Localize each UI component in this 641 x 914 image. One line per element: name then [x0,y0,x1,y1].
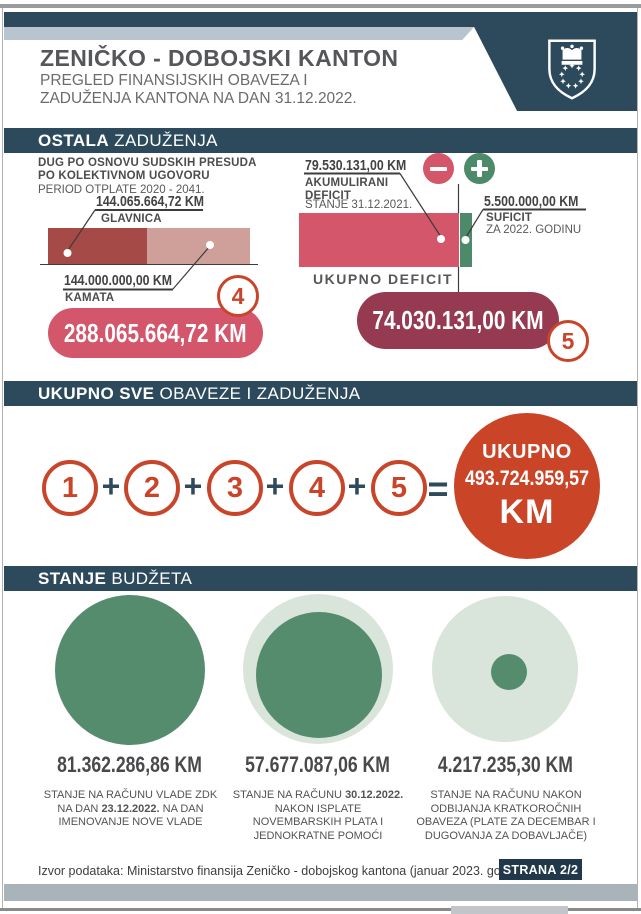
glavnica-bar-segment [48,228,147,264]
grand-total-value: 493.724.959,57 [464,466,590,490]
budget-desc-1: STANJE NA RAČUNU VLADE ZDK NA DAN 23.12.… [43,789,218,828]
deficit-bar-segment [299,213,459,267]
page-subtitle-line1: PREGLED FINANSIJSKIH OBAVEZA I [40,72,308,89]
page-title: ZENIČKO - DOBOJSKI KANTON [40,45,399,71]
header-accent-strip [4,27,474,40]
budget-desc-3: STANJE NA RAČUNU NAKON ODBIJANJA KRATKOR… [416,789,596,842]
section-band-ukupno-sve: UKUPNO SVE OBAVEZE I ZADUŽENJA [4,381,637,406]
bottom-scroll-stub [451,906,568,914]
deficit-total-pill: 74.030.131,00 KM [357,292,559,349]
court-debt-total-pill: 288.065.664,72 KM [48,308,263,358]
page-number-badge: STRANA 2/2 [499,859,582,880]
akumulirani-label-line2: DEFICIT [305,190,352,202]
budget-circle-full [55,595,205,745]
plus-operator: + [101,468,121,504]
plus-icon [464,153,495,184]
ukupno-deficit-label: UKUPNO DEFICIT [313,271,453,287]
section-band-stanje-budzeta: STANJE BUDŽETA [4,566,637,591]
page-subtitle: PREGLED FINANSIJSKIH OBAVEZA I ZADUŽENJA… [40,72,357,107]
grand-total-currency: KM [499,492,555,531]
equation-term-3: 3 [207,460,263,516]
kamata-bar-segment [147,228,250,264]
page-bottom-edge [0,908,641,911]
suficit-value: 5.500.000,00 KM [484,193,579,210]
equals-operator: = [427,468,449,509]
band-bold-text: OSTALA [38,131,110,150]
kamata-value: 144.000.000,00 KM [64,272,173,289]
badge-4: 4 [217,275,259,317]
glavnica-value: 144.065.664,72 KM [96,193,205,210]
plus-operator: + [265,468,285,504]
page-subtitle-line2: ZADUŽENJA KANTONA NA DAN 31.12.2022. [40,89,357,107]
glavnica-label: GLAVNICA [101,213,162,225]
minus-icon [423,153,454,184]
page-left-edge [2,8,3,909]
kamata-label: KAMATA [65,292,115,304]
suficit-sub: ZA 2022. GODINU [486,224,582,236]
akumulirani-deficit-sub: STANJE 31.12.2021. [305,199,413,211]
band-regular-text: BUDŽETA [106,569,193,588]
band-bold-text: STANJE [38,569,107,588]
source-note: Izvor podataka: Ministarstvo finansija Z… [38,864,529,878]
band-regular-text: OBAVEZE I ZADUŽENJA [154,384,361,403]
budget-circle-2-inner [256,612,382,738]
plus-operator: + [183,468,203,504]
grand-total-circle: UKUPNO 493.724.959,57 KM [454,413,600,559]
budget-desc-2: STANJE NA RAČUNU 30.12.2022. NAKON ISPLA… [232,789,404,842]
court-debt-title: DUG PO OSNOVU SUDSKIH PRESUDA PO KOLEKTI… [38,157,257,183]
band-regular-text: ZADUŽENJA [109,131,218,150]
budget-circle-3-inner [491,654,527,690]
akumulirani-deficit-label: AKUMULIRANI DEFICIT [305,177,388,203]
header-top-band [4,12,637,27]
court-debt-period: PERIOD OTPLATE 2020 - 2041. [38,184,205,196]
akumulirani-deficit-value: 79.530.131,00 KM [305,157,407,174]
section-band-ostala-zaduzenja: OSTALA ZADUŽENJA [4,128,637,153]
equation-term-2: 2 [124,460,180,516]
grand-total-label: UKUPNO [482,440,572,463]
page-top-strip [0,4,641,8]
court-debt-title-line2: PO KOLEKTIVNOM UGOVORU [38,170,210,182]
budget-amount-2: 57.677.087,06 KM [245,752,391,777]
budget-amount-1: 81.362.286,86 KM [57,752,203,777]
akumulirani-label-line1: AKUMULIRANI [305,177,389,189]
suficit-bar-segment [460,213,472,267]
suficit-label: SUFICIT [486,212,533,224]
plus-operator: + [347,468,367,504]
equation-term-1: 1 [42,460,98,516]
coat-of-arms-icon [548,39,596,100]
court-debt-title-line1: DUG PO OSNOVU SUDSKIH PRESUDA [38,157,257,169]
badge-5: 5 [547,320,589,362]
equation-term-4: 4 [289,460,345,516]
budget-amount-3: 4.217.235,30 KM [437,752,573,777]
equation-term-5: 5 [371,460,427,516]
band-bold-text: UKUPNO SVE [38,384,155,403]
footer-gray-band [4,884,637,901]
page-right-edge [637,8,638,909]
